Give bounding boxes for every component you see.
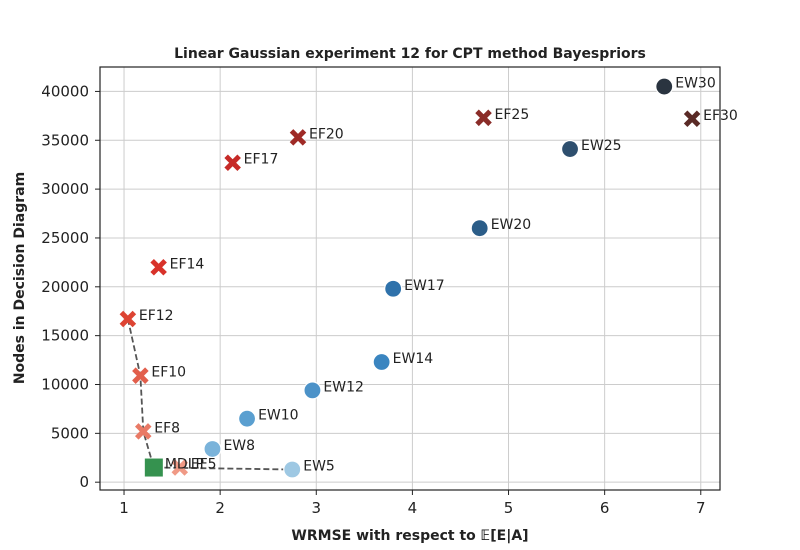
point-label-ef12: EF12 (139, 308, 174, 324)
point-ef30 (683, 110, 701, 128)
grid (100, 67, 720, 490)
point-label-ef8: EF8 (154, 420, 180, 436)
x-tick-label: 3 (312, 499, 322, 517)
point-ew17 (384, 279, 403, 298)
point-label-ew10: EW10 (258, 408, 299, 424)
point-label-ew30: EW30 (675, 76, 716, 92)
point-label-ef5: EF5 (191, 457, 217, 473)
point-label-ew12: EW12 (323, 379, 364, 395)
point-label-ef14: EF14 (170, 256, 205, 272)
x-tick-label: 4 (408, 499, 418, 517)
point-ef12 (119, 310, 137, 328)
data-points (119, 77, 701, 479)
point-ef20 (289, 129, 307, 146)
point-label-ew25: EW25 (581, 138, 622, 154)
point-label-ew17: EW17 (404, 278, 445, 294)
y-tick-label: 15000 (41, 327, 89, 345)
point-ew14 (372, 352, 391, 372)
x-tick-label: 5 (504, 499, 514, 517)
y-tick-label: 5000 (51, 424, 89, 442)
point-label-ew5: EW5 (303, 458, 335, 474)
point-ef8 (134, 423, 152, 440)
point-ef14 (150, 258, 167, 276)
point-ew30 (655, 77, 674, 96)
point-label-ef10: EF10 (151, 365, 186, 381)
x-tick-label: 2 (215, 499, 225, 517)
y-tick-label: 30000 (41, 180, 89, 198)
point-label-ef20: EF20 (309, 126, 344, 142)
y-axis-label: Nodes in Decision Diagram (12, 172, 28, 384)
x-axis-ticks: 1 2 3 4 5 6 7 (119, 490, 706, 517)
point-ew10 (237, 409, 257, 428)
x-tick-label: 7 (696, 499, 706, 517)
point-ew5 (283, 460, 302, 479)
plot-frame (99, 66, 721, 491)
chart-title: Linear Gaussian experiment 12 for CPT me… (174, 46, 646, 62)
point-ew20 (470, 219, 489, 238)
point-label-ef25: EF25 (495, 107, 530, 123)
y-tick-label: 25000 (41, 229, 89, 247)
point-ew8 (203, 439, 222, 459)
y-tick-label: 35000 (41, 131, 89, 149)
y-tick-label: 10000 (41, 375, 89, 393)
point-ef17 (224, 154, 241, 172)
x-tick-label: 1 (119, 499, 129, 517)
point-mdlp (144, 458, 163, 477)
point-ew25 (560, 139, 580, 159)
point-ef5 (171, 459, 189, 476)
y-axis-ticks: 0 5000 10000 15000 20000 25000 30000 35000 40000 (41, 82, 100, 491)
point-label-ef17: EF17 (244, 152, 279, 168)
x-tick-label: 6 (600, 499, 610, 517)
point-ew12 (303, 381, 322, 400)
point-label-ew14: EW14 (393, 351, 434, 367)
point-label-ew20: EW20 (491, 217, 532, 233)
y-tick-label: 20000 (41, 278, 89, 296)
point-label-mdlp: MDLP (165, 457, 204, 473)
point-ef10 (132, 367, 149, 384)
point-ef25 (475, 109, 492, 127)
point-label-ew8: EW8 (223, 438, 255, 454)
x-axis-label: WRMSE with respect to 𝔼[E|A] (291, 528, 528, 544)
y-tick-label: 40000 (41, 82, 89, 100)
y-tick-label: 0 (79, 473, 89, 491)
